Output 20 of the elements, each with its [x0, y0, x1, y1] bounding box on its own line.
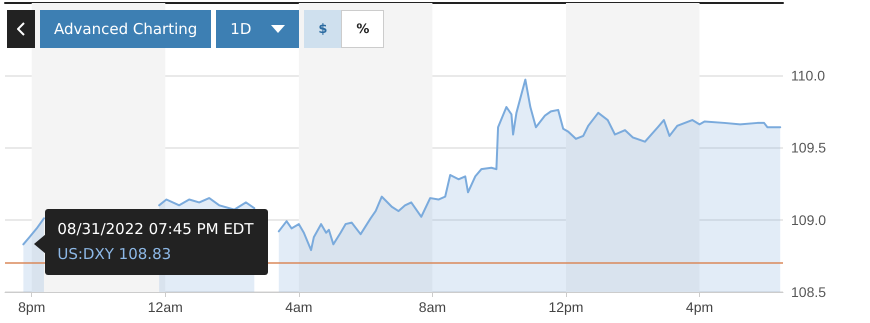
x-tick-label: 4pm — [686, 299, 714, 315]
y-tick-label: 108.5 — [791, 284, 826, 300]
x-tick-label: 12am — [148, 299, 183, 315]
dropdown-button[interactable]: 1D — [216, 10, 300, 48]
x-tick-label: 4am — [285, 299, 312, 315]
annotation: $ — [318, 22, 328, 36]
x-tick-label: 8pm — [18, 299, 46, 315]
annotation: 1D — [230, 20, 252, 38]
text-button[interactable]: Advanced Charting — [40, 10, 212, 48]
y-tick-label: 109.0 — [791, 212, 826, 228]
toggle-button[interactable]: % — [341, 10, 384, 48]
annotation: US:DXY 108.83 — [57, 244, 172, 266]
annotation: % — [356, 22, 370, 36]
annotation: Advanced Charting — [54, 20, 198, 38]
annotation: 08/31/2022 07:45 PM EDT — [57, 219, 254, 240]
y-tick-label: 109.5 — [791, 140, 826, 156]
x-tick-label: 12pm — [548, 299, 584, 315]
y-tick-label: 110.0 — [791, 67, 826, 84]
x-tick-label: 8am — [418, 299, 446, 315]
toggle-button[interactable]: $ — [304, 10, 342, 48]
